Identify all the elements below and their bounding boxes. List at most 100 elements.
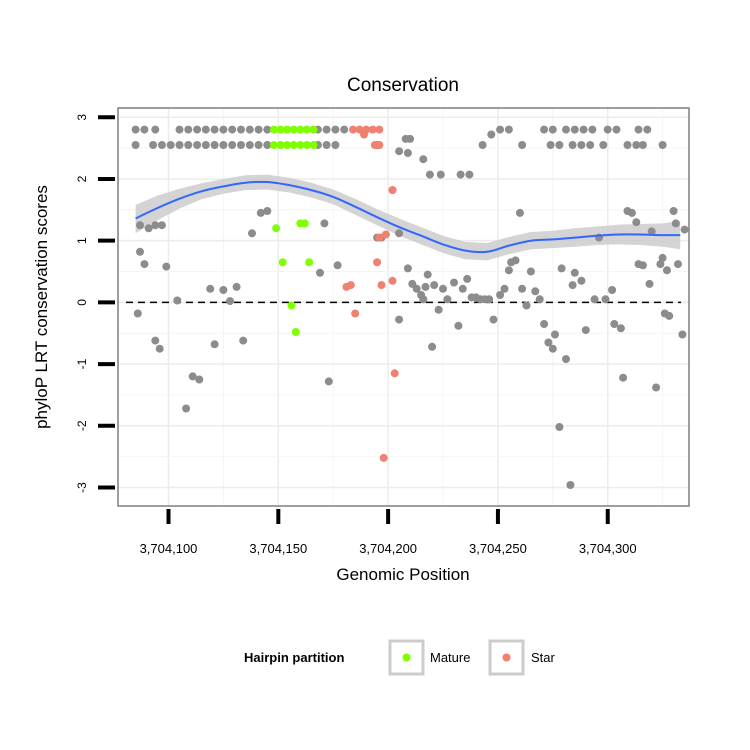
data-point-mature — [276, 141, 285, 149]
data-point-other — [263, 141, 272, 149]
data-point-other — [450, 278, 458, 287]
data-point-other — [175, 141, 184, 149]
data-point-other — [586, 141, 595, 149]
data-point-other — [395, 229, 404, 238]
data-point-other — [131, 141, 140, 149]
data-point-star — [342, 282, 351, 291]
legend-dot-star — [502, 653, 511, 662]
data-point-other — [518, 284, 527, 293]
data-point-other — [634, 125, 643, 134]
data-point-other — [603, 125, 612, 134]
data-point-other — [496, 125, 505, 134]
plot-panel-border — [117, 107, 690, 507]
data-point-other — [665, 311, 674, 320]
data-point-other — [632, 141, 641, 149]
data-point-other — [465, 170, 474, 179]
data-point-other — [504, 266, 513, 275]
data-point-other — [500, 284, 509, 293]
data-point-other — [219, 141, 228, 149]
data-point-other — [454, 321, 463, 330]
data-point-other — [210, 125, 219, 134]
data-point-other — [428, 342, 437, 351]
data-point-other — [419, 155, 428, 164]
data-point-other — [577, 276, 586, 285]
data-point-other — [226, 297, 234, 306]
data-point-other — [678, 330, 687, 339]
data-point-other — [245, 141, 254, 149]
data-point-other — [395, 315, 404, 324]
data-point-other — [522, 301, 531, 310]
data-point-other — [458, 284, 467, 293]
data-point-other — [531, 287, 540, 296]
data-point-other — [555, 141, 564, 149]
data-point-other — [540, 125, 549, 134]
data-point-other — [195, 375, 204, 384]
data-point-other — [157, 141, 166, 149]
data-point-mature — [296, 141, 305, 149]
data-point-star — [388, 276, 397, 285]
y-tick-label: -1 — [75, 358, 89, 369]
data-point-other — [219, 125, 228, 134]
x-axis: 3,704,100 3,704,150 3,704,200 3,704,250 3,70… — [140, 509, 637, 556]
data-point-mature — [302, 125, 311, 134]
data-point-other — [403, 149, 412, 157]
data-point-other — [632, 218, 641, 227]
data-point-other — [254, 141, 263, 149]
x-tick-label: 3,704,250 — [469, 541, 527, 556]
data-point-other — [568, 281, 577, 290]
data-point-other — [671, 219, 680, 228]
data-point-other — [406, 134, 415, 143]
y-tick-label: -2 — [75, 420, 89, 431]
data-point-other — [463, 274, 472, 283]
data-point-other — [322, 141, 331, 149]
data-point-other — [166, 141, 175, 149]
data-point-other — [263, 207, 272, 215]
data-point-other — [320, 219, 329, 228]
data-point-other — [140, 125, 149, 134]
data-point-other — [674, 260, 682, 269]
data-point-other — [434, 305, 443, 314]
data-point-other — [151, 336, 160, 345]
data-point-other — [248, 229, 256, 238]
data-point-other — [652, 383, 661, 392]
data-point-other — [151, 221, 160, 230]
data-point-star — [349, 125, 357, 134]
data-point-other — [193, 125, 202, 134]
data-point-other — [254, 125, 263, 134]
data-point-other — [489, 315, 498, 324]
x-axis-title: Genomic Position — [336, 565, 469, 584]
data-point-star — [390, 369, 399, 378]
data-point-other — [566, 481, 575, 489]
legend-label-mature: Mature — [430, 650, 470, 665]
data-point-other — [333, 261, 342, 270]
data-point-other — [133, 309, 142, 318]
data-point-other — [570, 125, 579, 134]
data-point-other — [239, 336, 248, 345]
data-point-other — [643, 125, 652, 134]
data-point-other — [140, 260, 149, 269]
data-point-other — [590, 295, 599, 304]
data-point-other — [610, 320, 619, 328]
data-point-other — [619, 373, 628, 382]
data-point-other — [562, 355, 570, 364]
data-point-other — [136, 247, 144, 256]
data-point-other — [439, 284, 447, 293]
data-point-star — [351, 309, 360, 318]
data-point-other — [456, 170, 465, 179]
data-point-other — [245, 125, 254, 134]
data-point-mature — [269, 141, 278, 149]
data-point-other — [588, 125, 597, 134]
data-point-other — [136, 221, 144, 230]
data-point-other — [548, 125, 557, 134]
data-point-other — [162, 262, 171, 271]
data-point-other — [515, 208, 524, 217]
data-point-other — [544, 338, 553, 347]
data-point-other — [157, 221, 166, 230]
data-point-other — [331, 141, 340, 149]
data-point-other — [419, 295, 428, 304]
data-point-star — [360, 130, 368, 139]
data-point-other — [201, 125, 210, 134]
legend-dot-mature — [402, 653, 411, 662]
